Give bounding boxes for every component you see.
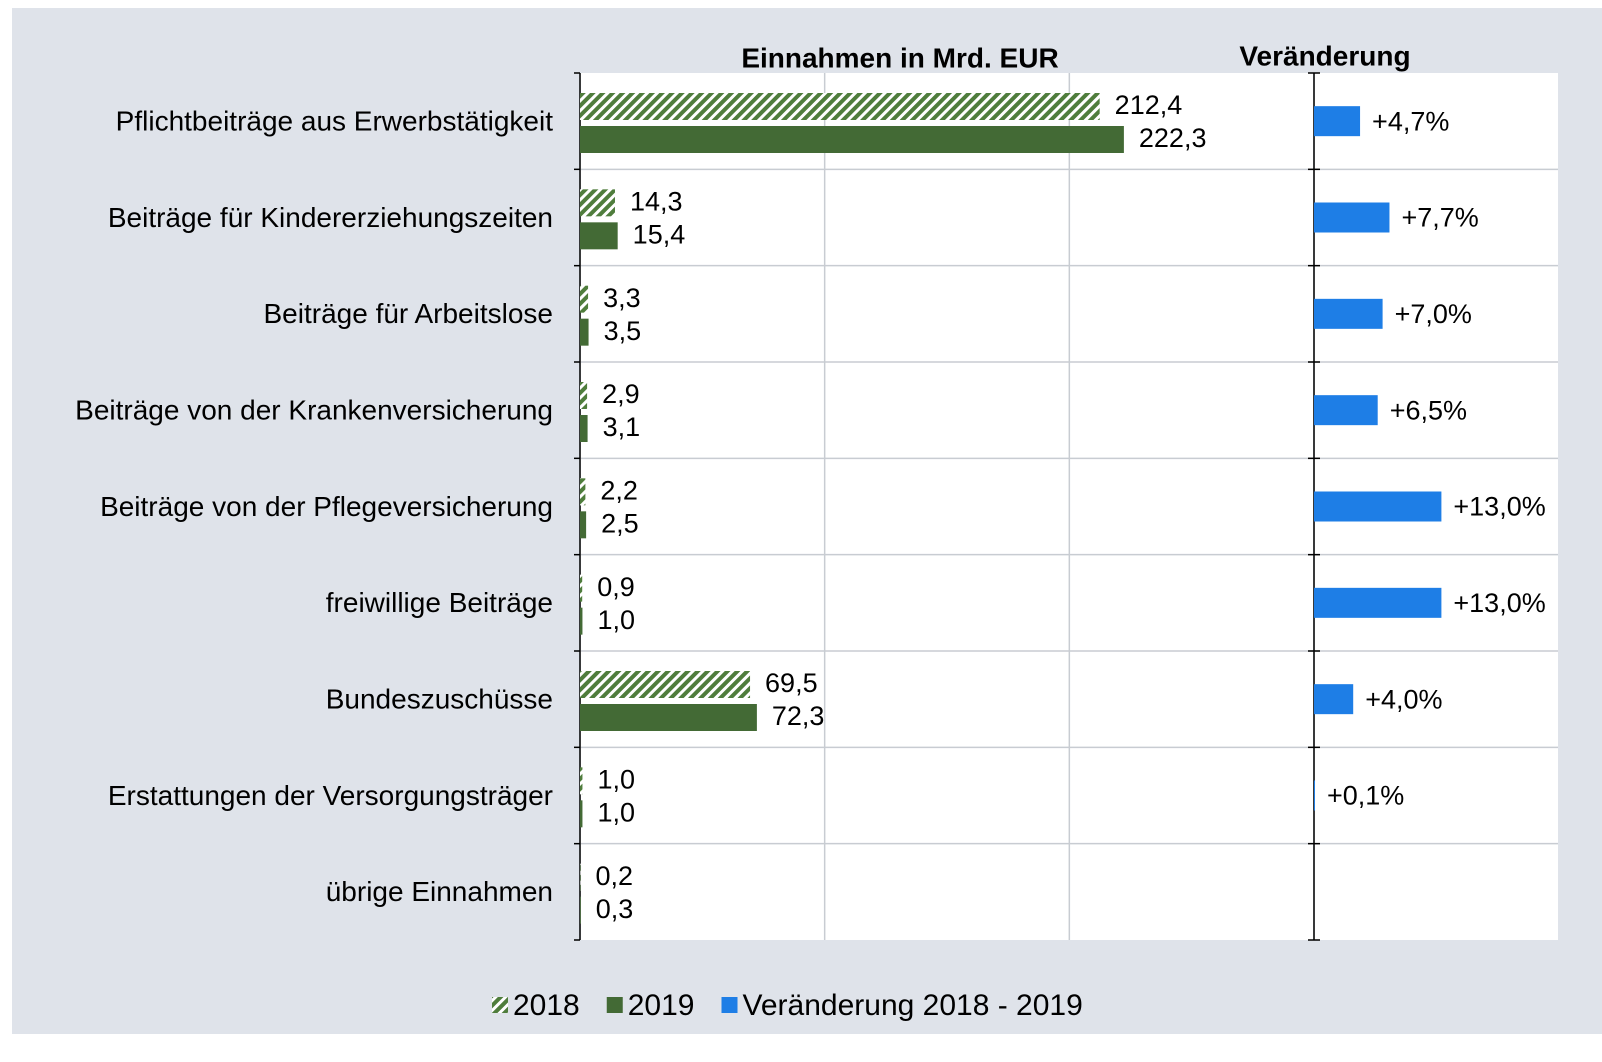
panel-title: Einnahmen in Mrd. EUR: [741, 42, 1058, 73]
data-label: +4,0%: [1365, 684, 1442, 714]
bar: [580, 382, 587, 409]
data-label: +7,7%: [1401, 203, 1478, 233]
bar: [1314, 684, 1353, 714]
data-label: 3,5: [604, 316, 642, 346]
legend-swatch: [722, 997, 738, 1013]
data-label: +7,0%: [1395, 299, 1472, 329]
data-label: 3,1: [603, 412, 641, 442]
bar: [580, 767, 582, 794]
category-label: Beiträge von der Krankenversicherung: [75, 395, 553, 426]
category-label: übrige Einnahmen: [326, 876, 553, 907]
bar: [580, 897, 581, 924]
bar: [580, 286, 588, 313]
data-label: 1,0: [597, 764, 635, 794]
data-label: 14,3: [630, 186, 683, 216]
category-label: Erstattungen der Versorgungsträger: [108, 780, 553, 811]
bar: [580, 511, 586, 538]
bar: [580, 319, 589, 346]
panel-title: Veränderung: [1239, 40, 1410, 71]
data-label: 15,4: [633, 219, 686, 249]
data-label: 0,3: [596, 894, 634, 924]
category-label: Beiträge für Arbeitslose: [264, 298, 554, 329]
bar: [1314, 492, 1441, 522]
bar: [580, 608, 582, 635]
data-label: +13,0%: [1453, 588, 1545, 618]
bar: [580, 704, 757, 731]
bar: [580, 575, 582, 602]
data-label: 222,3: [1139, 123, 1207, 153]
bar: [580, 93, 1100, 120]
bar: [1314, 299, 1383, 329]
data-label: 69,5: [765, 668, 818, 698]
data-label: 0,9: [597, 572, 635, 602]
data-label: 0,2: [595, 861, 633, 891]
data-label: 2,9: [602, 379, 640, 409]
data-label: +13,0%: [1453, 492, 1545, 522]
data-label: +0,1%: [1327, 781, 1404, 811]
bar: [580, 222, 618, 249]
data-label: 212,4: [1115, 90, 1183, 120]
category-label: Beiträge von der Pflegeversicherung: [100, 491, 553, 522]
legend-label: Veränderung 2018 - 2019: [743, 989, 1083, 1022]
data-label: 3,3: [603, 283, 641, 313]
bar: [1314, 588, 1441, 618]
bar: [580, 800, 582, 827]
bar: [1314, 395, 1378, 425]
bar: [1314, 781, 1315, 811]
category-label: freiwillige Beiträge: [326, 587, 553, 618]
category-label: Bundeszuschüsse: [326, 684, 553, 715]
data-label: 1,0: [597, 605, 635, 635]
category-label: Beiträge für Kindererziehungszeiten: [108, 202, 553, 233]
category-label: Pflichtbeiträge aus Erwerbstätigkeit: [116, 106, 554, 137]
bar: [580, 478, 585, 505]
bar: [1314, 203, 1389, 233]
data-label: 2,2: [600, 475, 638, 505]
bar: [1314, 106, 1360, 136]
bar: [580, 126, 1124, 153]
bar: [580, 415, 588, 442]
data-label: +4,7%: [1372, 106, 1449, 136]
legend-label: 2019: [628, 989, 695, 1022]
data-label: 1,0: [597, 797, 635, 827]
data-label: 2,5: [601, 508, 639, 538]
data-label: +6,5%: [1390, 395, 1467, 425]
bar: [580, 671, 750, 698]
bar: [580, 189, 615, 216]
legend-swatch: [492, 997, 508, 1013]
legend-label: 2018: [513, 989, 580, 1022]
legend-swatch: [607, 997, 623, 1013]
data-label: 72,3: [772, 701, 825, 731]
